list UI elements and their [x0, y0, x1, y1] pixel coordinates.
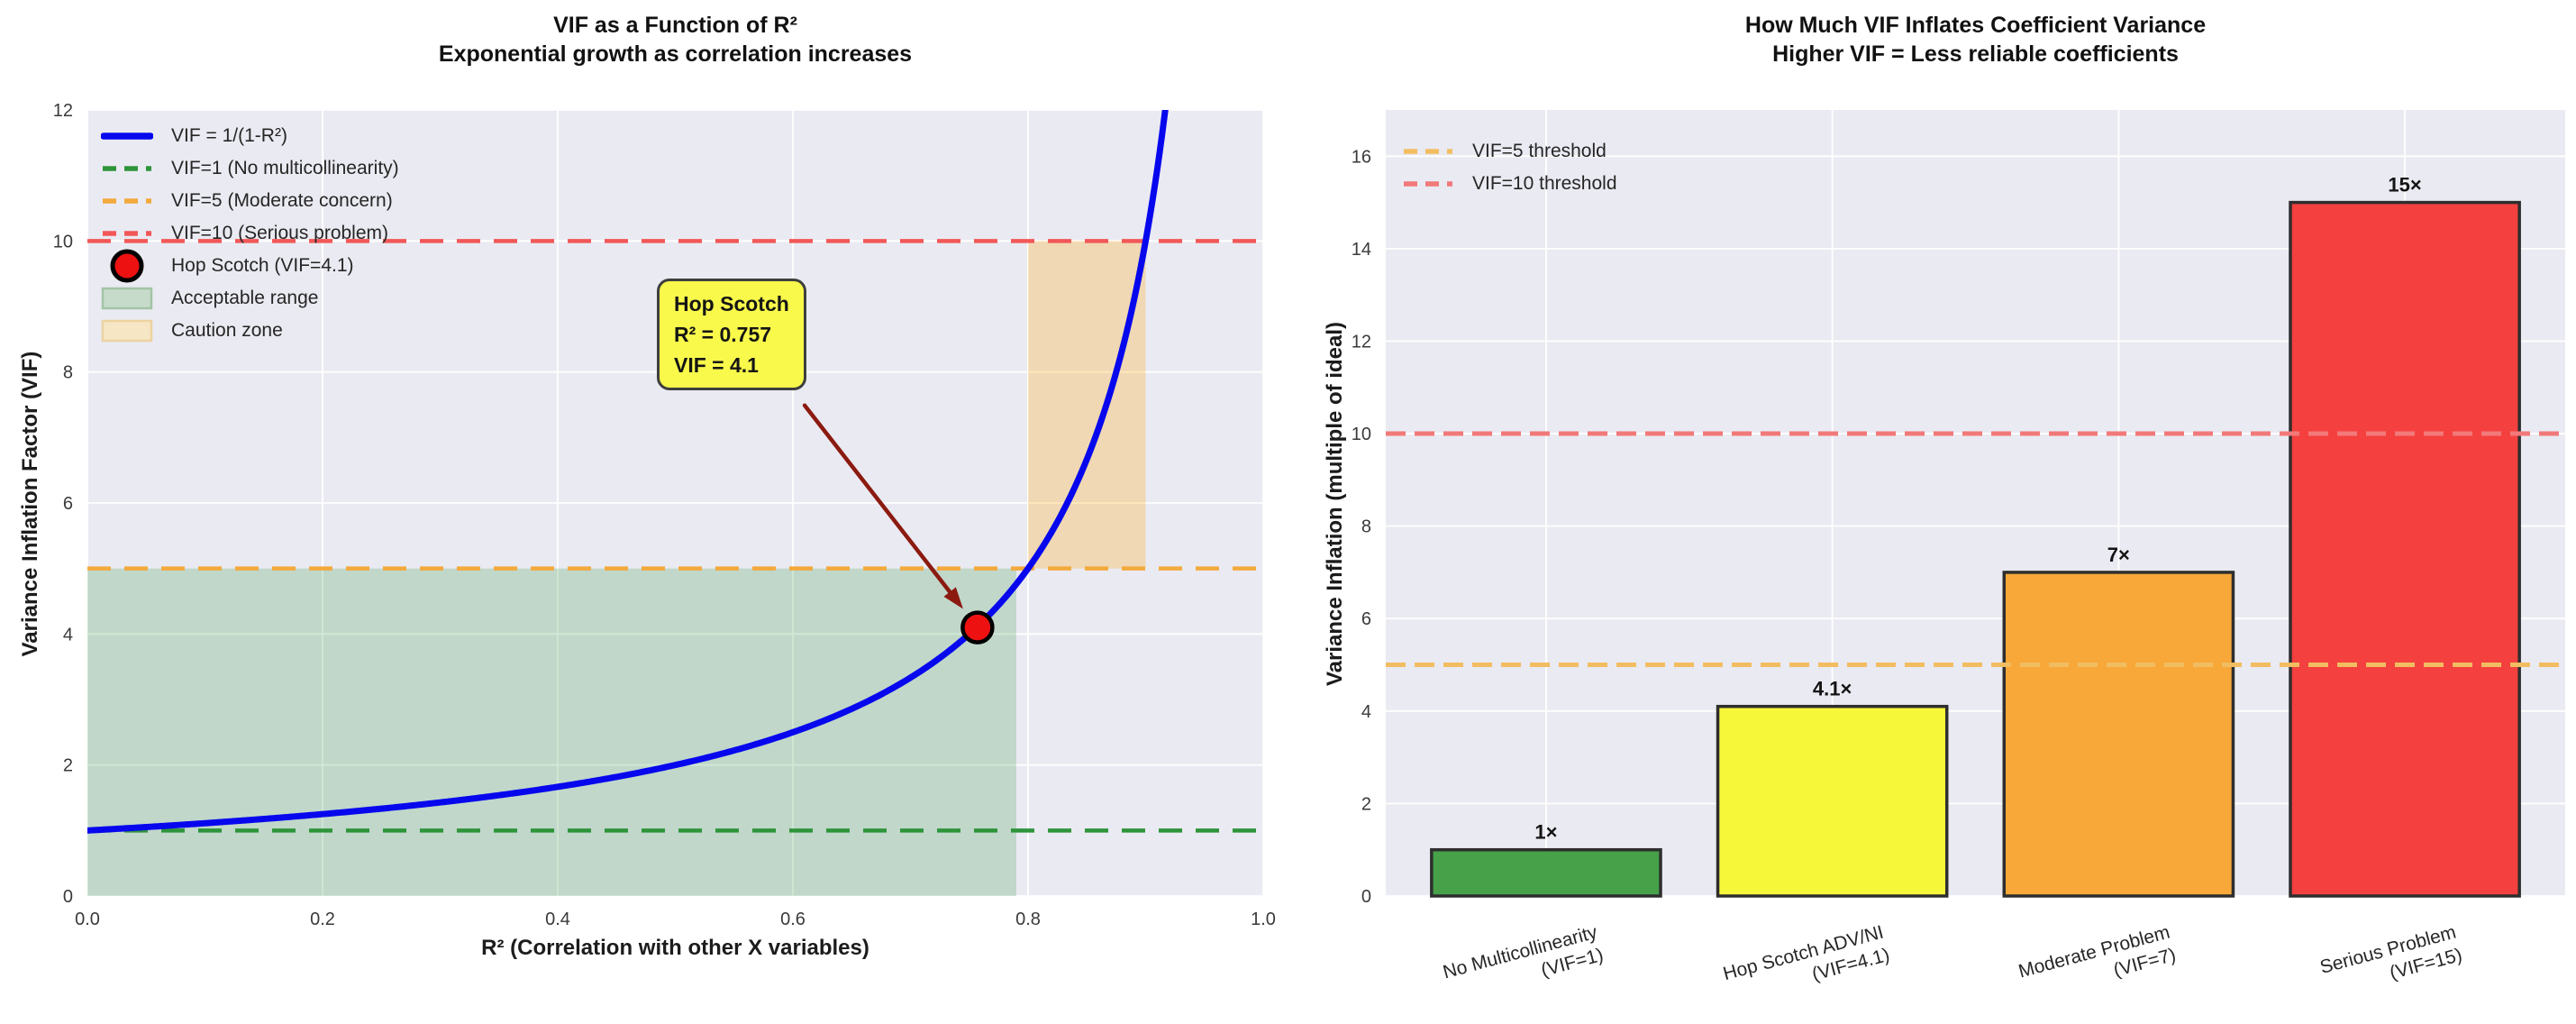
legend-line-sample-icon: [101, 127, 153, 145]
legend-item: Caution zone: [101, 315, 399, 347]
legend-dash-sample-icon: [101, 160, 153, 178]
right-y-tick-label: 0: [1361, 887, 1371, 907]
annotation-arrowhead: [943, 587, 963, 609]
left-chart-subtitle: Exponential growth as correlation increa…: [438, 41, 913, 67]
bar-value-label: 4.1×: [1813, 678, 1852, 700]
bar-value-label: 7×: [2107, 544, 2130, 566]
legend-label: Caution zone: [171, 320, 283, 341]
caution-zone-region: [1028, 241, 1146, 569]
left-x-tick-label: 0.2: [310, 910, 335, 929]
legend-item: VIF=1 (No multicollinearity): [101, 152, 399, 185]
legend-patch-sample-icon: [101, 319, 153, 343]
left-plot: 0.0 0.2 0.4 0.6 0.8 1.0 0 2 4 6 8 10 12: [53, 101, 1276, 929]
category-label-0: No Multicollinearity(VIF=1): [1441, 921, 1606, 1005]
legend-item: Acceptable range: [101, 282, 399, 315]
right-y-tick-label: 14: [1352, 240, 1371, 260]
legend-item: VIF=5 threshold: [1402, 135, 1617, 168]
left-x-axis-label: R² (Correlation with other X variables): [481, 936, 869, 960]
legend-label: VIF=1 (No multicollinearity): [171, 158, 399, 178]
right-y-tick-label: 16: [1352, 147, 1371, 167]
bar-0: [1430, 847, 1662, 898]
left-x-tick-label: 0.8: [1015, 910, 1041, 929]
annotation-line-3: VIF = 4.1: [674, 353, 759, 377]
left-chart-title: VIF as a Function of R²: [553, 13, 797, 38]
left-chart-title-block: VIF as a Function of R² Exponential grow…: [87, 11, 1263, 69]
category-label-2: Moderate Problem(VIF=7): [2016, 922, 2179, 1005]
legend-dot-sample-icon: [101, 248, 153, 284]
legend-label: Acceptable range: [171, 288, 319, 308]
left-x-tick-label: 1.0: [1251, 910, 1276, 929]
legend-item: Hop Scotch (VIF=4.1): [101, 248, 399, 284]
legend-label: VIF=5 threshold: [1472, 141, 1607, 161]
left-x-tick-label: 0.4: [545, 910, 570, 929]
left-y-axis-label: Variance Inflation Factor (VIF): [18, 351, 42, 657]
legend-label: VIF=10 (Serious problem): [171, 223, 389, 243]
right-y-tick-label: 6: [1361, 609, 1371, 629]
legend-item: VIF=10 threshold: [1402, 168, 1617, 200]
right-y-tick-label: 12: [1352, 332, 1371, 352]
annotation-line-1: Hop Scotch: [674, 292, 789, 315]
left-y-tick-label: 10: [53, 232, 73, 251]
legend-dash-sample-icon: [1402, 175, 1454, 193]
right-y-tick-label: 4: [1361, 702, 1371, 722]
legend-patch-sample-icon: [101, 287, 153, 310]
left-y-tick-label: 2: [63, 756, 73, 776]
category-label-1: Hop Scotch ADV/NI(VIF=4.1): [1721, 922, 1892, 1008]
bar-value-label: 15×: [2388, 174, 2421, 197]
bar-2: [2002, 571, 2235, 898]
legend-dash-sample-icon: [101, 192, 153, 210]
annotation-arrow: [802, 403, 959, 603]
left-y-tick-label: 8: [63, 363, 73, 383]
legend-item: VIF = 1/(1-R²): [101, 120, 399, 152]
left-y-tick-label: 0: [63, 887, 73, 907]
right-chart-title-block: How Much VIF Inflates Coefficient Varian…: [1386, 11, 2565, 69]
right-y-tick-label: 2: [1361, 794, 1371, 814]
legend-dash-sample-icon: [1402, 142, 1454, 160]
annotation-callout: Hop Scotch R² = 0.757 VIF = 4.1: [657, 279, 806, 390]
left-y-tick-label: 4: [63, 625, 73, 645]
legend-dash-sample-icon: [101, 224, 153, 242]
acceptable-range-region: [87, 568, 1016, 896]
legend-label: VIF = 1/(1-R²): [171, 125, 287, 146]
right-plot: 1× 4.1× 7× 15× 0 2 4 6 8 10 12 14 16 No Multicollinea…: [1352, 110, 2565, 1008]
legend-label: VIF=5 (Moderate concern): [171, 190, 393, 211]
bar-1: [1716, 704, 1949, 898]
vif-curve: [87, 110, 1169, 834]
bar-value-label: 1×: [1534, 821, 1557, 844]
left-x-tick-label: 0.6: [780, 910, 806, 929]
highlight-point: [960, 610, 995, 645]
legend-item: VIF=10 (Serious problem): [101, 217, 399, 250]
right-legend: VIF=5 threshold VIF=10 threshold: [1402, 135, 1617, 200]
legend-label: VIF=10 threshold: [1472, 173, 1617, 194]
annotation-line-2: R² = 0.757: [674, 323, 772, 346]
legend-item: VIF=5 (Moderate concern): [101, 185, 399, 217]
left-legend: VIF = 1/(1-R²) VIF=1 (No multicollinearit…: [101, 120, 399, 347]
left-y-tick-label: 6: [63, 494, 73, 514]
left-x-tick-label: 0.0: [75, 910, 100, 929]
right-chart-subtitle: Higher VIF = Less reliable coefficients: [1772, 41, 2179, 67]
right-chart-title: How Much VIF Inflates Coefficient Varian…: [1744, 13, 2207, 38]
bar-3: [2289, 200, 2521, 898]
legend-label: Hop Scotch (VIF=4.1): [171, 255, 354, 276]
right-y-tick-label: 10: [1352, 425, 1371, 444]
category-label-3: Serious Problem(VIF=15): [2317, 922, 2464, 1001]
left-y-tick-label: 12: [53, 101, 73, 121]
right-y-tick-label: 8: [1361, 517, 1371, 537]
right-y-axis-label: Variance Inflation (multiple of ideal): [1323, 321, 1347, 687]
